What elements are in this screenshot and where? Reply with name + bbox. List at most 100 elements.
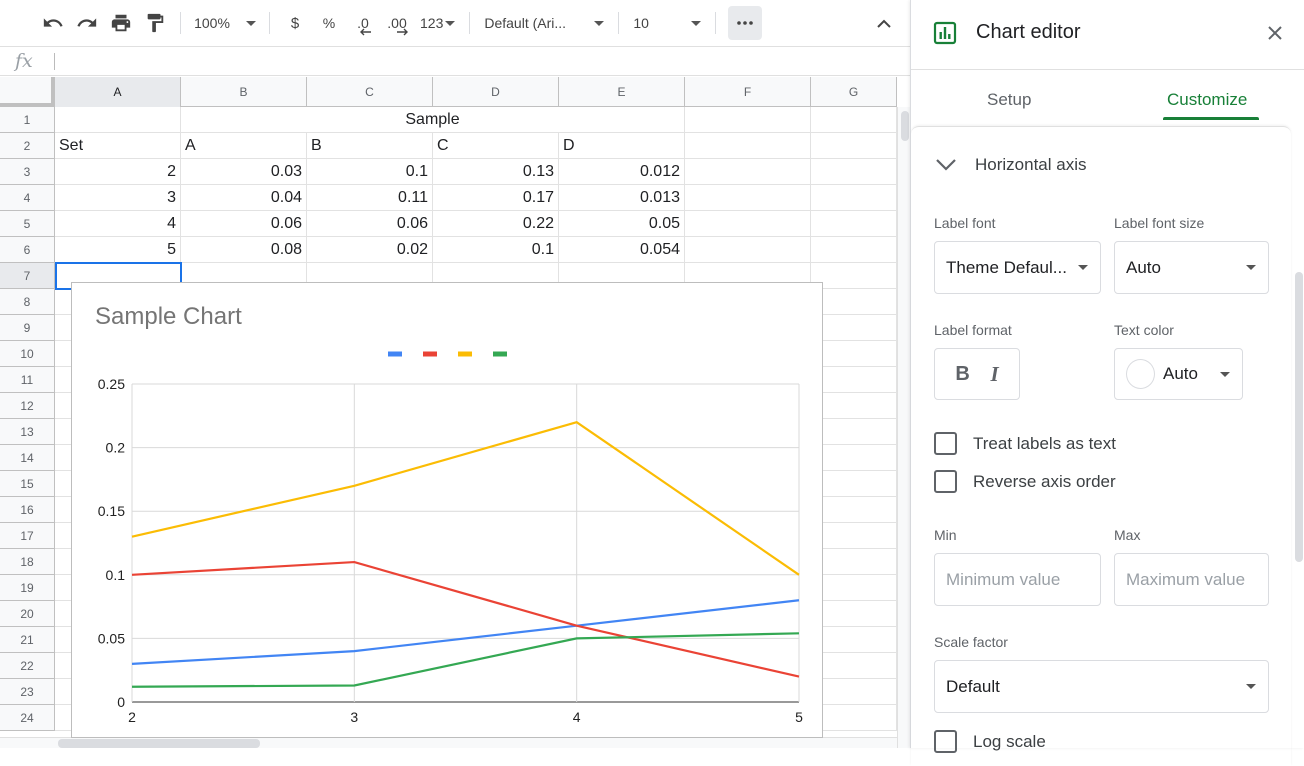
cell[interactable]: C bbox=[433, 133, 559, 159]
column-header[interactable]: G bbox=[811, 77, 897, 107]
print-button[interactable] bbox=[104, 8, 138, 38]
cell[interactable] bbox=[811, 549, 897, 575]
cell[interactable] bbox=[685, 159, 811, 185]
cell[interactable]: 0.012 bbox=[559, 159, 685, 185]
tab-customize[interactable]: Customize bbox=[1167, 90, 1248, 109]
cell[interactable]: Sample bbox=[181, 107, 685, 133]
collapse-toolbar-button[interactable] bbox=[870, 9, 898, 39]
row-header[interactable]: 20 bbox=[0, 601, 55, 627]
zoom-select[interactable]: 100% bbox=[189, 8, 261, 38]
row-header[interactable]: 8 bbox=[0, 289, 55, 315]
cell[interactable]: 3 bbox=[55, 185, 181, 211]
column-header[interactable]: A bbox=[55, 77, 181, 107]
reverse-order-row[interactable]: Reverse axis order bbox=[934, 470, 1116, 493]
cell[interactable] bbox=[811, 315, 897, 341]
cell[interactable]: 0.06 bbox=[181, 211, 307, 237]
cell[interactable] bbox=[811, 341, 897, 367]
row-header[interactable]: 13 bbox=[0, 419, 55, 445]
cell[interactable] bbox=[811, 367, 897, 393]
cell[interactable]: 0.22 bbox=[433, 211, 559, 237]
row-header[interactable]: 18 bbox=[0, 549, 55, 575]
row-header[interactable]: 5 bbox=[0, 211, 55, 237]
cell[interactable]: 0.05 bbox=[559, 211, 685, 237]
log-scale-checkbox[interactable] bbox=[934, 730, 957, 753]
cell[interactable]: 0.04 bbox=[181, 185, 307, 211]
cell[interactable]: 5 bbox=[55, 237, 181, 263]
undo-button[interactable] bbox=[36, 8, 70, 38]
cell[interactable] bbox=[811, 107, 897, 133]
select-all-corner[interactable] bbox=[0, 77, 55, 107]
label-font-size-select[interactable]: Auto bbox=[1114, 241, 1269, 294]
row-header[interactable]: 12 bbox=[0, 393, 55, 419]
cell[interactable]: A bbox=[181, 133, 307, 159]
panel-scroll-thumb[interactable] bbox=[1295, 272, 1303, 562]
cell[interactable]: 0.06 bbox=[307, 211, 433, 237]
line-chart[interactable]: Sample Chart 0 0.05 0.1 0.15 0.2 0.25 2 3 4 5 bbox=[71, 282, 823, 738]
cell[interactable] bbox=[811, 601, 897, 627]
section-header[interactable]: Horizontal axis bbox=[935, 155, 1087, 175]
column-header[interactable]: F bbox=[685, 77, 811, 107]
scale-factor-select[interactable]: Default bbox=[934, 660, 1269, 713]
cell[interactable] bbox=[811, 133, 897, 159]
cell[interactable] bbox=[811, 627, 897, 653]
currency-format-button[interactable]: $ bbox=[278, 8, 312, 38]
cell[interactable] bbox=[811, 237, 897, 263]
cell[interactable] bbox=[685, 133, 811, 159]
font-family-select[interactable]: Default (Ari... bbox=[478, 8, 610, 38]
close-icon[interactable] bbox=[1266, 24, 1284, 42]
cell[interactable] bbox=[811, 263, 897, 289]
row-header[interactable]: 1 bbox=[0, 107, 55, 133]
row-header[interactable]: 3 bbox=[0, 159, 55, 185]
cell[interactable]: 0.1 bbox=[307, 159, 433, 185]
cell[interactable]: Set bbox=[55, 133, 181, 159]
cell[interactable] bbox=[811, 497, 897, 523]
tab-setup[interactable]: Setup bbox=[987, 90, 1032, 109]
row-header[interactable]: 23 bbox=[0, 679, 55, 705]
row-header[interactable]: 7 bbox=[0, 263, 55, 289]
max-input[interactable]: Maximum value bbox=[1114, 553, 1269, 606]
row-header[interactable]: 19 bbox=[0, 575, 55, 601]
row-header[interactable]: 22 bbox=[0, 653, 55, 679]
cell[interactable]: B bbox=[307, 133, 433, 159]
cell[interactable]: 0.13 bbox=[433, 159, 559, 185]
cell[interactable]: D bbox=[559, 133, 685, 159]
column-header[interactable]: D bbox=[433, 77, 559, 107]
cell[interactable] bbox=[811, 185, 897, 211]
cell[interactable]: 0.054 bbox=[559, 237, 685, 263]
row-header[interactable]: 6 bbox=[0, 237, 55, 263]
label-font-select[interactable]: Theme Defaul... bbox=[934, 241, 1101, 294]
row-header[interactable]: 10 bbox=[0, 341, 55, 367]
cell[interactable] bbox=[811, 419, 897, 445]
increase-decimal-button[interactable]: .00 bbox=[380, 8, 414, 38]
italic-button[interactable]: I bbox=[990, 361, 999, 386]
cell[interactable] bbox=[811, 211, 897, 237]
more-formats-select[interactable]: 123 bbox=[414, 8, 461, 38]
bold-button[interactable]: B bbox=[955, 362, 970, 385]
row-header[interactable]: 15 bbox=[0, 471, 55, 497]
cell[interactable]: 0.013 bbox=[559, 185, 685, 211]
cell[interactable] bbox=[811, 523, 897, 549]
row-header[interactable]: 14 bbox=[0, 445, 55, 471]
column-header[interactable]: C bbox=[307, 77, 433, 107]
cell[interactable]: 2 bbox=[55, 159, 181, 185]
treat-labels-row[interactable]: Treat labels as text bbox=[934, 432, 1116, 455]
cell[interactable] bbox=[811, 393, 897, 419]
cell[interactable] bbox=[811, 653, 897, 679]
cell[interactable] bbox=[811, 159, 897, 185]
cell[interactable]: 0.08 bbox=[181, 237, 307, 263]
row-header[interactable]: 21 bbox=[0, 627, 55, 653]
column-header[interactable]: B bbox=[181, 77, 307, 107]
vertical-scrollbar[interactable] bbox=[897, 107, 910, 748]
cell[interactable] bbox=[55, 107, 181, 133]
cell[interactable] bbox=[685, 237, 811, 263]
cell[interactable]: 0.17 bbox=[433, 185, 559, 211]
font-size-select[interactable]: 10 bbox=[627, 8, 707, 38]
redo-button[interactable] bbox=[70, 8, 104, 38]
cell[interactable] bbox=[811, 445, 897, 471]
row-header[interactable]: 9 bbox=[0, 315, 55, 341]
cell[interactable] bbox=[811, 705, 897, 731]
log-scale-row[interactable]: Log scale bbox=[934, 730, 1046, 753]
cell[interactable]: 0.1 bbox=[433, 237, 559, 263]
cell[interactable]: 0.11 bbox=[307, 185, 433, 211]
row-header[interactable]: 11 bbox=[0, 367, 55, 393]
